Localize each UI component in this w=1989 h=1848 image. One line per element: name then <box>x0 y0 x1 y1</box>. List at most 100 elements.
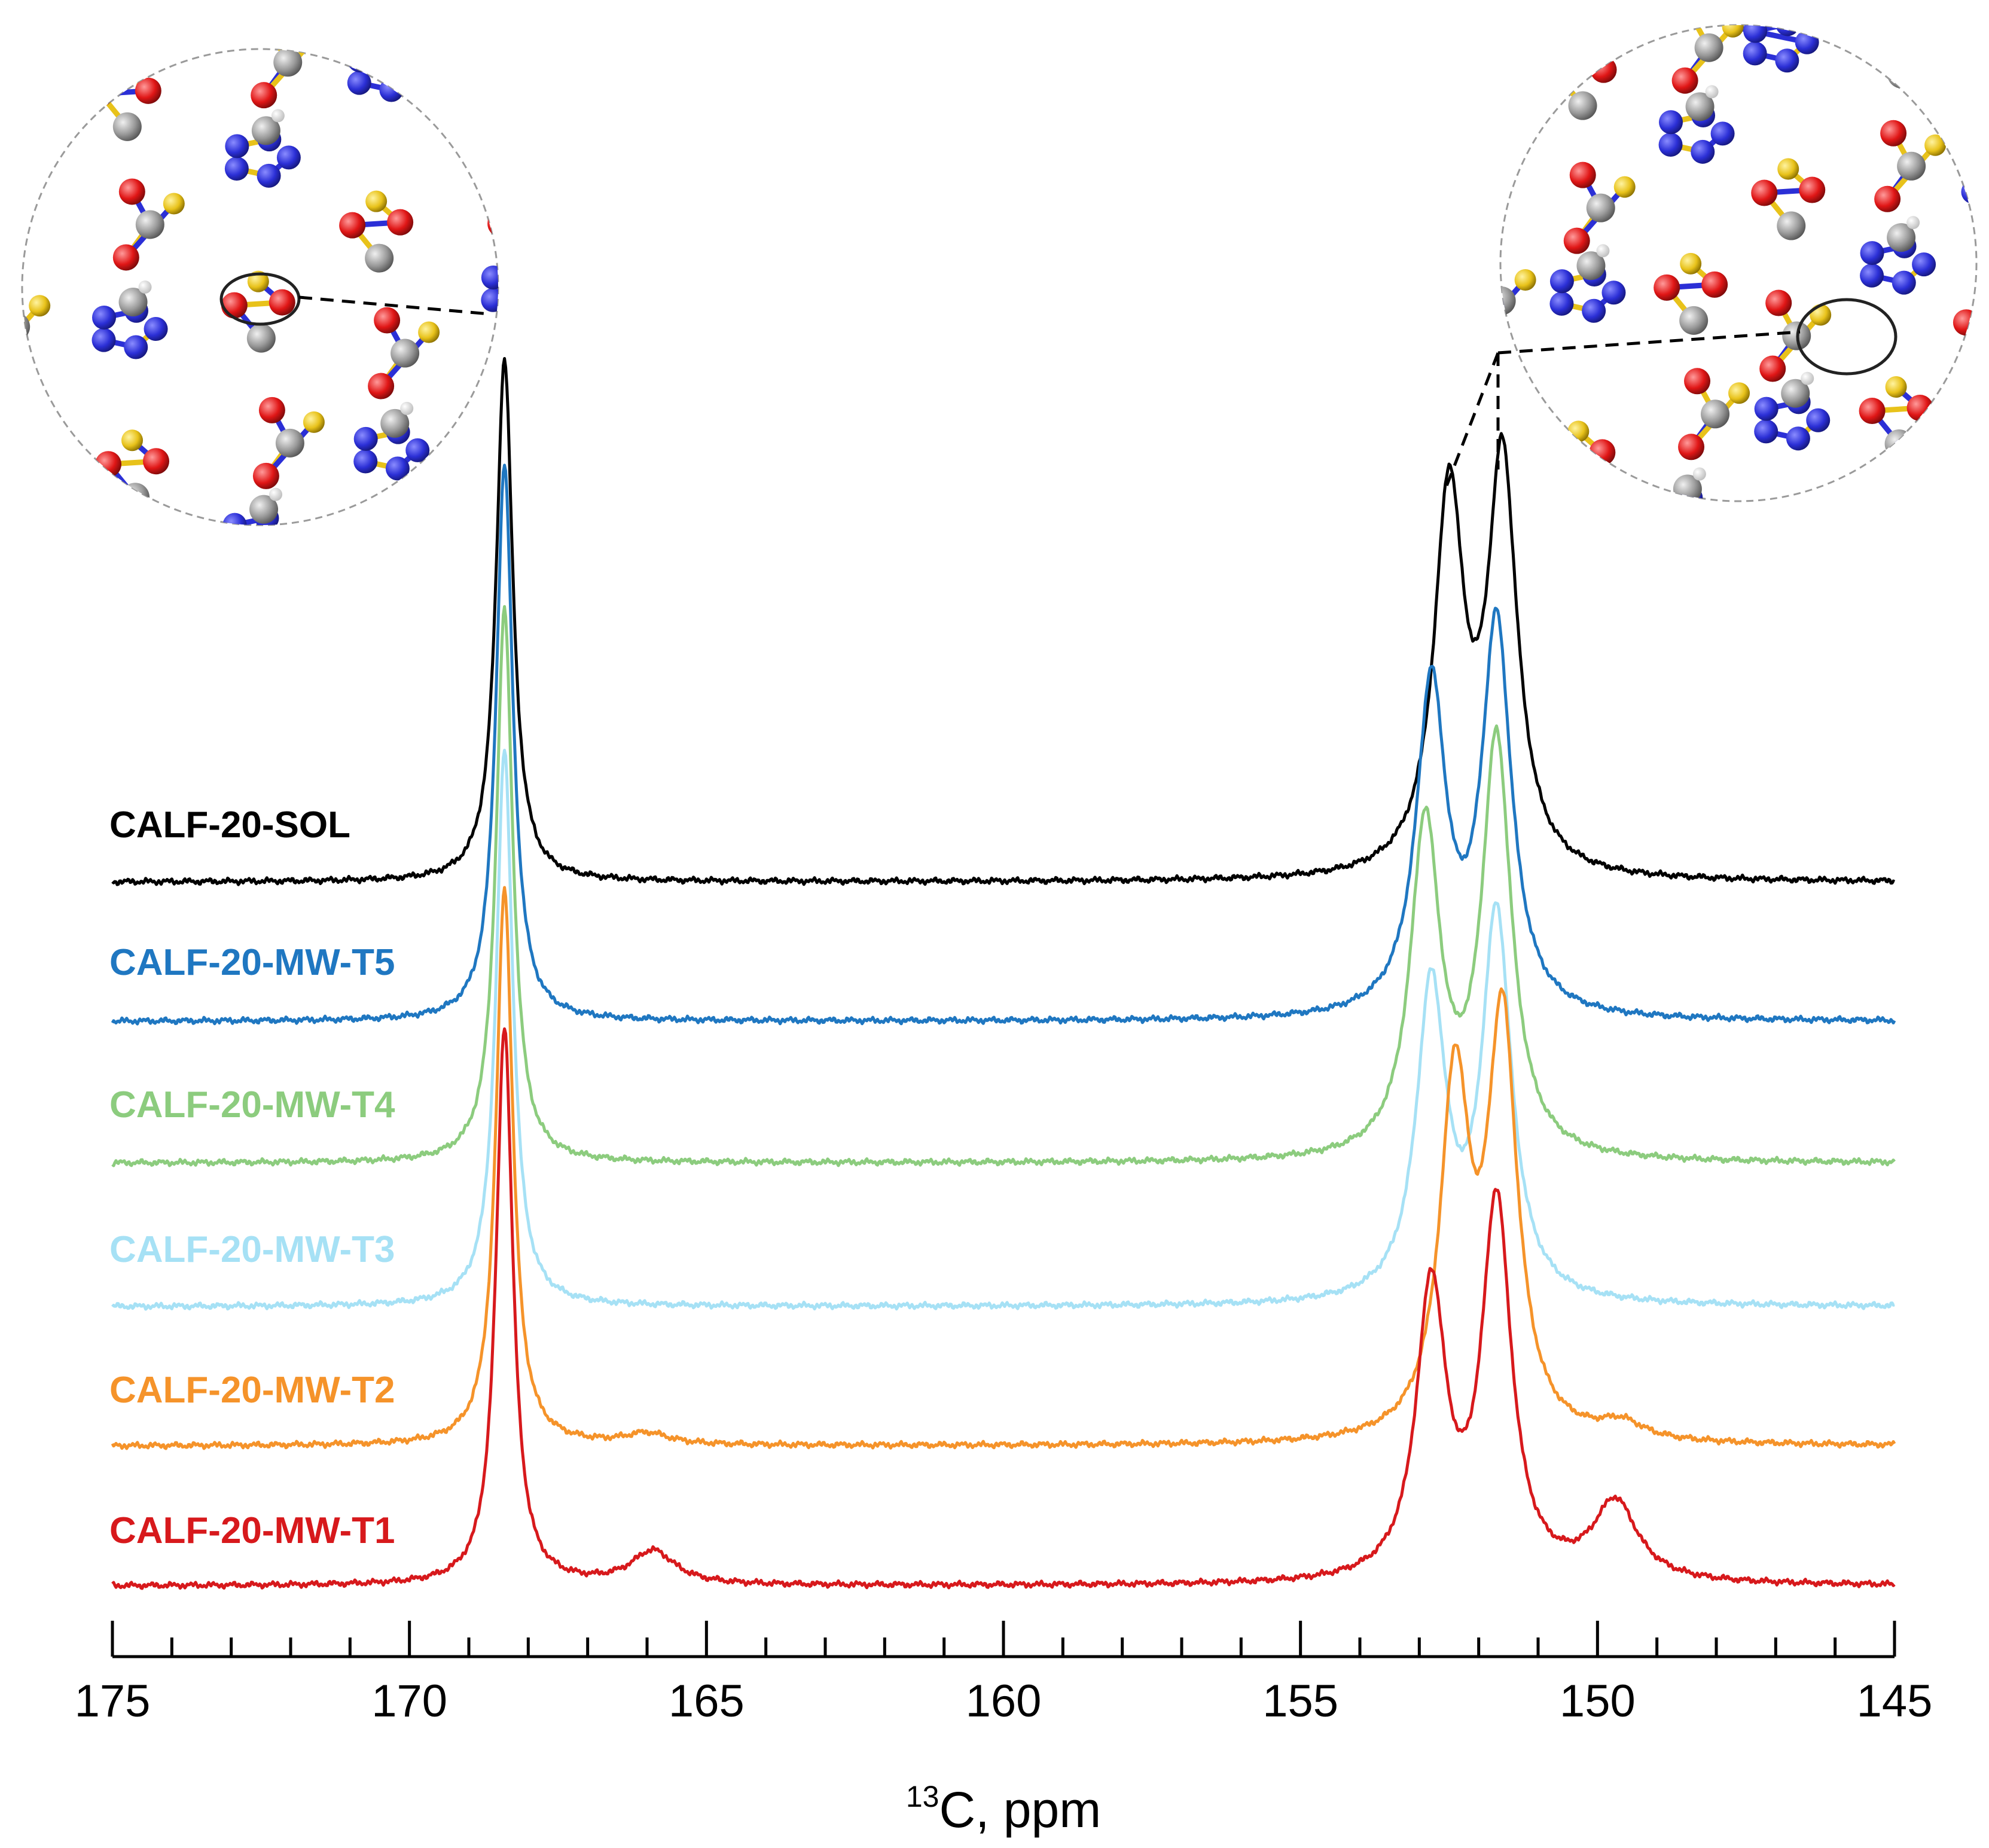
atom <box>251 116 280 145</box>
atom <box>112 112 142 141</box>
bond <box>501 170 548 224</box>
atom <box>124 335 148 359</box>
bond <box>0 25 28 32</box>
atom <box>269 487 283 501</box>
bond <box>234 547 267 554</box>
atom <box>481 288 498 312</box>
atom <box>22 177 37 204</box>
atom <box>1909 25 1936 51</box>
x-tick-label: 155 <box>1262 1676 1338 1727</box>
atom <box>0 377 20 401</box>
atom <box>112 244 139 271</box>
atom <box>1786 426 1810 451</box>
atom <box>303 411 325 433</box>
atom <box>252 462 279 489</box>
atom <box>1658 132 1683 157</box>
atom <box>0 20 7 44</box>
bond <box>1973 160 1976 172</box>
atom <box>135 210 164 239</box>
atom <box>121 429 144 452</box>
atom <box>1500 376 1517 400</box>
atom <box>1469 133 1490 154</box>
bond <box>1658 495 1692 501</box>
atom <box>514 259 538 283</box>
atom <box>379 78 404 102</box>
atom <box>1860 263 1884 288</box>
bond <box>126 612 150 645</box>
atom <box>1694 33 1723 62</box>
bond <box>1473 535 1521 538</box>
atom <box>1549 269 1574 294</box>
atom <box>520 549 548 578</box>
atom <box>274 524 299 525</box>
atom <box>1775 48 1799 73</box>
atom <box>1751 179 1778 206</box>
atom <box>271 109 285 123</box>
atom <box>510 398 532 419</box>
atom <box>258 397 285 423</box>
bond <box>1497 514 1521 535</box>
atom <box>1979 288 1989 309</box>
atom <box>532 416 558 443</box>
series-line-calf-20-sol <box>111 357 1896 886</box>
atom <box>118 288 148 317</box>
atom <box>0 212 17 240</box>
bond <box>25 17 28 26</box>
atom <box>487 211 498 237</box>
atom <box>353 426 378 451</box>
atom <box>1465 321 1491 347</box>
bond <box>389 69 413 92</box>
atom <box>1685 92 1715 121</box>
bond <box>1882 546 1906 579</box>
bond <box>0 193 3 226</box>
atom <box>1563 227 1590 254</box>
bond <box>1658 527 1691 534</box>
atom <box>246 324 276 353</box>
atom <box>1810 304 1832 326</box>
series-label-calf-20-mw-t5: CALF-20-MW-T5 <box>109 942 395 983</box>
atom <box>1654 274 1680 301</box>
atom <box>1512 25 1536 33</box>
bond <box>126 591 174 645</box>
framework-inset-left <box>0 17 558 645</box>
atom <box>418 321 440 343</box>
bond <box>1500 161 1503 170</box>
x-tick-label: 160 <box>966 1676 1042 1727</box>
series-line-calf-20-mw-t1 <box>111 1027 1896 1590</box>
series-line-calf-20-mw-t3 <box>111 749 1895 1311</box>
atom <box>368 558 390 580</box>
atom <box>525 39 551 65</box>
framework-inset-right <box>1441 0 1989 579</box>
atom <box>1691 139 1715 164</box>
atom <box>144 317 168 341</box>
bond <box>1456 167 1482 200</box>
atom <box>374 49 403 60</box>
atom <box>1487 0 1516 8</box>
atom <box>1710 121 1735 146</box>
atom <box>1743 25 1768 43</box>
atom <box>1582 298 1606 323</box>
atom <box>1953 309 1976 336</box>
atom <box>1677 25 1704 28</box>
atom <box>1961 97 1976 124</box>
bond <box>1972 54 1976 112</box>
atom <box>1906 395 1933 422</box>
atom <box>273 49 303 77</box>
bond <box>1482 346 1494 361</box>
atom <box>138 280 152 294</box>
atom <box>1441 364 1465 388</box>
bond <box>1691 516 1710 534</box>
series-labels: CALF-20-SOL CALF-20-MW-T5 CALF-20-MW-T4 CAL… <box>109 804 395 1551</box>
atom <box>249 495 279 524</box>
atom <box>1569 161 1596 188</box>
x-axis-title-superscript: 13 <box>906 1780 939 1813</box>
atom <box>1684 368 1711 395</box>
series-line-calf-20-mw-t5 <box>111 463 1896 1026</box>
atom <box>1754 397 1778 421</box>
atom <box>1493 0 1517 14</box>
atom <box>347 71 371 95</box>
atom <box>163 581 185 602</box>
atom <box>1777 158 1799 180</box>
bond <box>1888 513 1906 546</box>
highlight-ellipse <box>1796 298 1898 376</box>
